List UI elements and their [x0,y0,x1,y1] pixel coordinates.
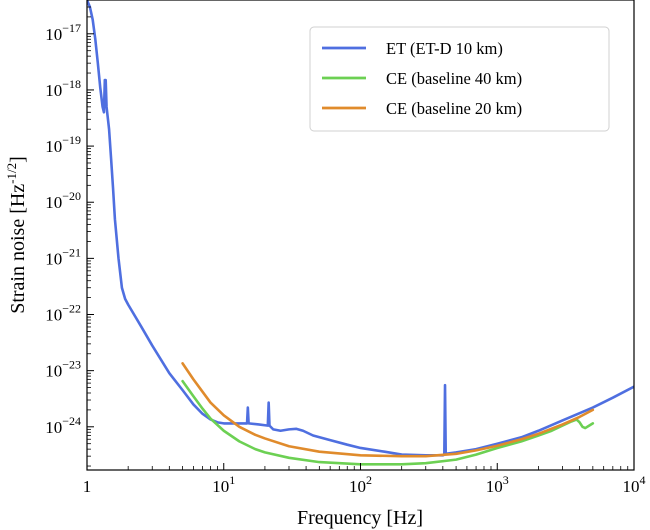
y-tick-label-5: 10−19 [45,133,81,156]
x-tick-label-1: 101 [212,473,235,496]
y-tick-label-0: 10−24 [45,414,81,437]
x-tick-label-4: 104 [623,473,646,496]
x-tick-label-0: 1 [83,477,92,496]
legend: ET (ET-D 10 km) CE (baseline 40 km) CE (ba… [309,26,610,132]
series-line-1 [181,379,595,466]
y-axis-label-tail: ] [7,156,29,163]
legend-label-2: CE (baseline 20 km) [386,99,522,118]
series-line-2 [181,362,595,458]
y-axis-label: Strain noise [Hz-1/2] [4,156,29,314]
y-tick-label-7: 10−17 [45,21,81,44]
series-line-0 [87,0,634,457]
y-tick-label-2: 10−22 [45,302,81,325]
y-tick-label-6: 10−18 [45,77,81,100]
y-tick-label-3: 10−21 [45,245,81,268]
ticks-layer: 1 101 102 103 104 10−24 10−23 10−22 10−21 10−20 10… [45,6,646,496]
legend-label-0: ET (ET-D 10 km) [386,39,503,58]
y-axis-label-exponent: -1/2 [4,163,19,184]
legend-frame [309,26,610,132]
legend-label-1: CE (baseline 40 km) [386,69,522,88]
y-tick-label-1: 10−23 [45,358,81,381]
series-layer [87,0,634,466]
x-tick-label-2: 102 [349,473,372,496]
y-tick-label-4: 10−20 [45,189,81,212]
x-axis-label: Frequency [Hz] [297,507,423,529]
y-axis-label-main: Strain noise [Hz [7,184,29,314]
x-tick-label-3: 103 [486,473,509,496]
